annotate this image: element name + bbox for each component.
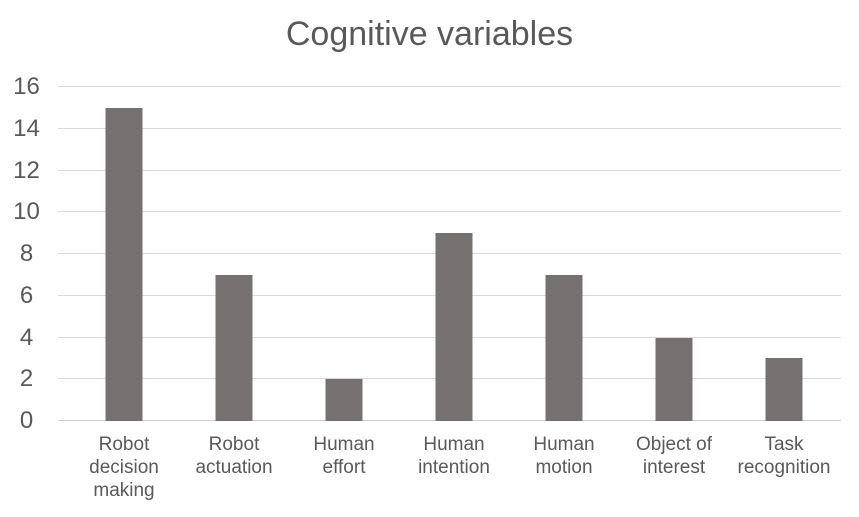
x-tick-label: Robot actuation [195, 434, 273, 479]
bar-slot [619, 87, 729, 421]
bar-human-motion [545, 274, 583, 421]
bar-robot-actuation [215, 274, 253, 421]
x-tick-label: Human motion [533, 434, 595, 479]
y-tick-label: 2 [19, 365, 34, 393]
y-tick-label: 0 [19, 407, 34, 434]
plot-area [58, 86, 841, 421]
y-tick-label: 6 [19, 281, 34, 309]
bar-human-intention [435, 233, 473, 421]
gridline [58, 211, 841, 213]
x-tick-label: Human effort [313, 434, 375, 479]
y-tick-label: 14 [13, 114, 40, 142]
bar-slot [729, 87, 839, 421]
gridline [58, 86, 841, 87]
y-axis: 16 14 12 10 8 6 4 2 0 [0, 75, 53, 433]
bar-object-of-interest [655, 337, 693, 421]
bar-slot [399, 87, 509, 421]
x-tick-label: Human intention [418, 434, 490, 479]
chart-title: Cognitive variables [285, 15, 574, 53]
x-axis: Robot decision making Robot actuation Huma… [69, 433, 839, 503]
bar-task-recognition [765, 358, 803, 421]
x-tick-label: Object of interest [635, 434, 713, 479]
gridline [58, 169, 841, 171]
bar-human-effort [325, 379, 363, 421]
y-tick-label: 16 [13, 73, 40, 100]
x-tick-label: Robot decision making [89, 434, 159, 502]
bar-robot-decision-making [105, 107, 143, 421]
bar-slot [69, 87, 179, 421]
y-tick-label: 4 [19, 323, 34, 351]
y-tick-label: 10 [13, 198, 40, 226]
bar-slot [289, 87, 399, 421]
bar-slot [509, 87, 619, 421]
y-tick-label: 8 [19, 240, 34, 267]
bar-slot [179, 87, 289, 421]
bars [69, 87, 839, 421]
y-tick-label: 12 [13, 156, 40, 184]
gridline [58, 127, 841, 129]
x-tick-label: Task recognition [737, 434, 831, 479]
